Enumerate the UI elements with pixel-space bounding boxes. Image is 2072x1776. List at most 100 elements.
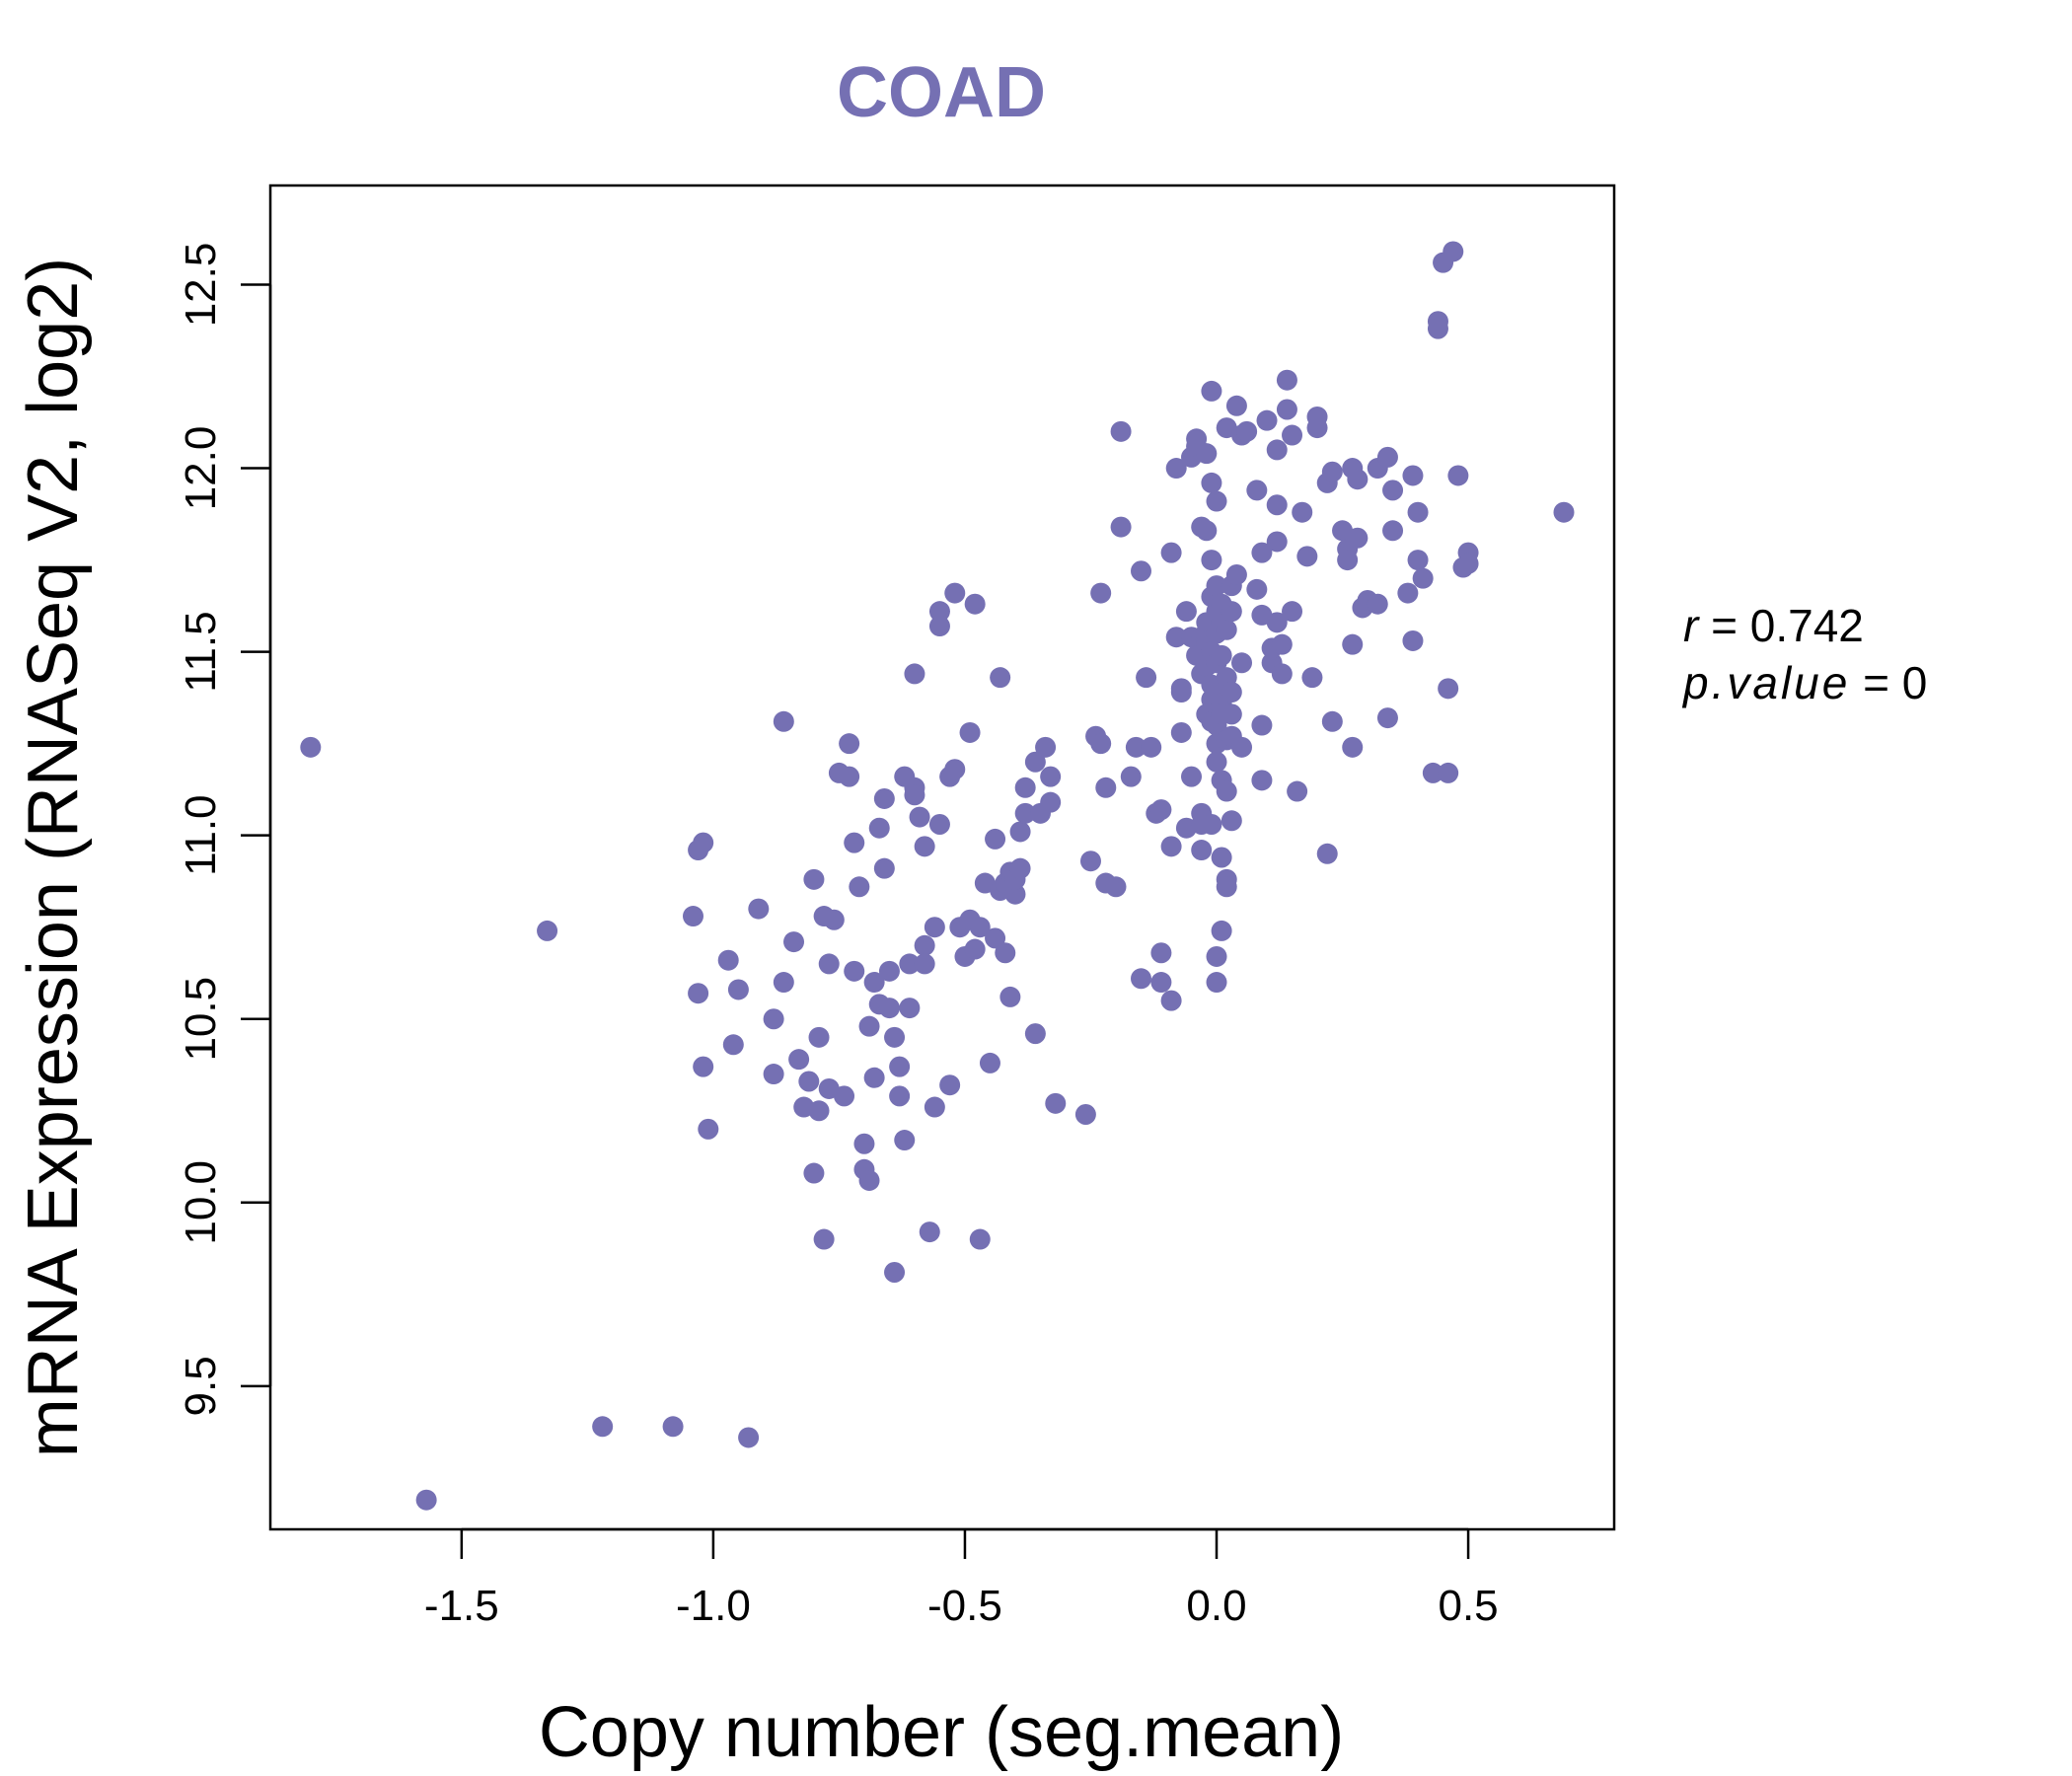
- x-axis-label: Copy number (seg.mean): [539, 1693, 1344, 1772]
- data-point: [1045, 1092, 1067, 1114]
- data-point: [1074, 1103, 1096, 1125]
- data-point: [1251, 542, 1273, 563]
- data-point: [834, 1085, 855, 1107]
- data-points: [300, 241, 1575, 1511]
- data-point: [1266, 531, 1288, 553]
- data-point: [1382, 520, 1404, 542]
- data-point: [1201, 472, 1222, 493]
- data-point: [944, 759, 966, 780]
- data-point: [1130, 560, 1151, 582]
- data-point: [914, 953, 935, 975]
- data-point: [985, 927, 1006, 949]
- data-point: [1402, 465, 1424, 486]
- data-point: [1221, 703, 1242, 725]
- data-point: [1201, 814, 1222, 836]
- data-point: [722, 1034, 744, 1056]
- data-point: [1271, 663, 1293, 685]
- data-point: [1110, 420, 1132, 442]
- data-point: [1438, 762, 1459, 783]
- y-tick-label: 11.5: [177, 611, 225, 692]
- data-point: [1236, 420, 1258, 442]
- data-point: [1181, 766, 1203, 787]
- data-point: [1407, 550, 1429, 571]
- data-point: [919, 1221, 940, 1243]
- data-point: [1397, 582, 1419, 604]
- x-tick-label: -1.5: [424, 1582, 499, 1630]
- data-point: [1150, 799, 1172, 821]
- data-point: [1337, 550, 1359, 571]
- data-point: [1306, 417, 1328, 439]
- data-point: [1266, 439, 1288, 461]
- data-point: [1287, 780, 1308, 802]
- p-value: 0: [1902, 657, 1928, 708]
- data-point: [1206, 751, 1227, 773]
- data-point: [1079, 851, 1101, 872]
- data-point: [1231, 652, 1253, 674]
- data-point: [1412, 567, 1434, 589]
- data-point: [969, 1228, 991, 1250]
- data-point: [858, 1169, 880, 1191]
- data-point: [1125, 736, 1147, 758]
- data-point: [1196, 443, 1218, 465]
- data-point: [1321, 710, 1343, 732]
- data-point: [894, 1130, 916, 1151]
- data-point: [884, 1026, 906, 1048]
- data-point: [1040, 766, 1062, 787]
- data-point: [1256, 409, 1278, 431]
- r-label: r: [1683, 600, 1700, 651]
- data-point: [1443, 241, 1464, 262]
- data-point: [1292, 501, 1313, 523]
- data-point: [964, 938, 986, 960]
- data-point: [1090, 733, 1112, 755]
- data-point: [873, 857, 895, 879]
- data-point: [899, 953, 921, 975]
- data-point: [1211, 847, 1232, 868]
- data-point: [1282, 424, 1303, 446]
- plot-area-frame: [268, 184, 1616, 1531]
- data-point: [1367, 593, 1388, 615]
- data-point: [979, 1052, 1000, 1073]
- x-axis: -1.5 -1.0 -0.5 0.0 0.5: [424, 1527, 1499, 1630]
- data-point: [928, 814, 950, 836]
- data-point: [1191, 840, 1213, 861]
- x-tick-label: -0.5: [927, 1582, 1002, 1630]
- data-point: [688, 840, 709, 861]
- p-label: p.value: [1681, 657, 1850, 708]
- data-point: [1246, 578, 1268, 600]
- data-point: [868, 817, 890, 839]
- data-point: [808, 1026, 830, 1048]
- data-point: [904, 663, 925, 685]
- data-point: [924, 917, 945, 938]
- data-point: [1201, 550, 1222, 571]
- data-point: [999, 986, 1021, 1007]
- data-point: [1342, 736, 1364, 758]
- data-point: [1009, 857, 1031, 879]
- y-tick-label: 12.0: [177, 426, 225, 511]
- y-tick-label: 10.5: [177, 977, 225, 1062]
- data-point: [928, 616, 950, 637]
- data-point: [818, 953, 840, 975]
- data-point: [1196, 520, 1218, 542]
- data-point: [592, 1416, 614, 1438]
- data-point: [985, 828, 1006, 850]
- data-point: [1136, 667, 1157, 689]
- data-point: [1009, 821, 1031, 843]
- data-point: [914, 836, 935, 857]
- data-point: [1175, 601, 1197, 623]
- data-point: [1438, 678, 1459, 700]
- data-point: [1282, 601, 1303, 623]
- data-point: [738, 1427, 760, 1448]
- data-point: [924, 1096, 945, 1118]
- data-point: [1160, 542, 1182, 563]
- data-point: [1225, 395, 1247, 416]
- data-point: [698, 1118, 719, 1140]
- data-point: [717, 949, 739, 971]
- data-point: [1024, 1023, 1046, 1045]
- y-axis-label: mRNA Expression (RNASeq V2, log2): [14, 258, 93, 1457]
- data-point: [693, 1056, 714, 1077]
- x-tick-label: -1.0: [676, 1582, 751, 1630]
- data-point: [803, 868, 825, 890]
- y-tick-label: 10.0: [177, 1160, 225, 1245]
- data-point: [1216, 876, 1237, 898]
- data-point: [1141, 736, 1162, 758]
